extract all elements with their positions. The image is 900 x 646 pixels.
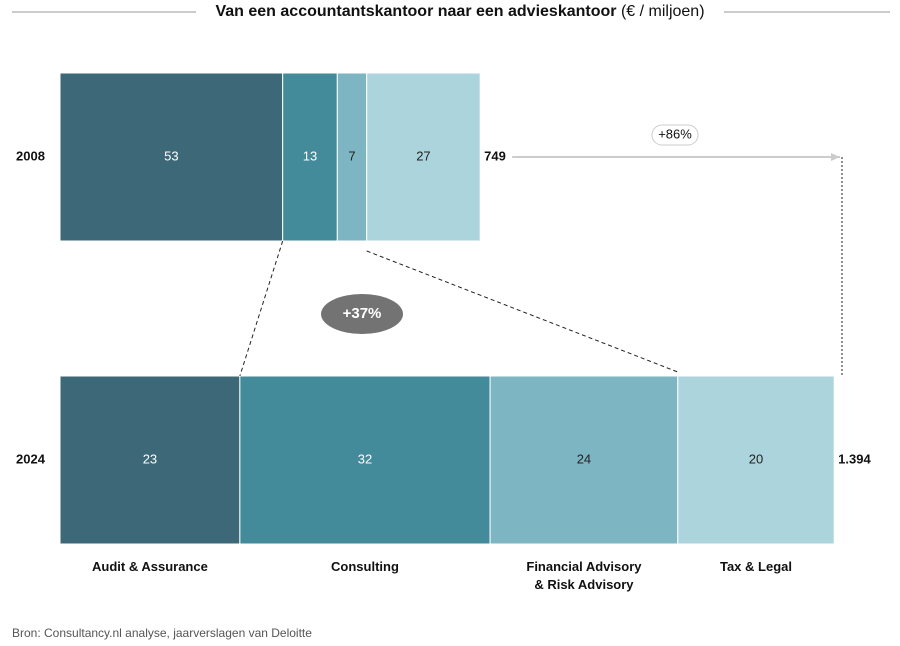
arrow-head (831, 153, 840, 161)
chart-title: Van een accountantskantoor naar een advi… (215, 3, 704, 20)
title-unit: (€ / miljoen) (621, 3, 705, 20)
annotation-pill (651, 124, 699, 146)
value-label: 20 (749, 451, 763, 466)
bar-segment (489, 375, 679, 545)
legend-line: Audit & Assurance (92, 559, 208, 574)
value-label: 13 (303, 148, 317, 163)
value-label: 24 (577, 451, 591, 466)
legend-label: Consulting (331, 559, 399, 574)
value-label: 32 (358, 451, 372, 466)
total-label: 1.394 (838, 451, 871, 466)
value-label: 7 (348, 148, 355, 163)
connector (366, 250, 678, 373)
bar-segment (677, 375, 835, 545)
bar-segment (59, 72, 284, 242)
bar-segment (366, 72, 481, 242)
value-label: 27 (416, 148, 430, 163)
legend-line: Tax & Legal (720, 559, 792, 574)
legend-label: Financial Advisory & Risk Advisory (526, 559, 642, 592)
legend-label: Audit & Assurance (92, 559, 208, 574)
bar-segment (239, 375, 491, 545)
legend-line: Consulting (331, 559, 399, 574)
annotation: +37% (343, 305, 382, 322)
annotation: +86% (658, 126, 692, 141)
bar-segment (336, 72, 368, 242)
source: Bron: Consultancy.nl analyse, jaarversla… (12, 626, 312, 640)
y-category-label: 2008 (16, 148, 45, 163)
y-category-label: 2024 (16, 451, 46, 466)
legend-line: Financial Advisory (526, 559, 642, 574)
legend-label: Tax & Legal (720, 559, 792, 574)
total-label: 749 (484, 148, 506, 163)
annotation-badge (321, 294, 403, 334)
connector (239, 240, 284, 377)
legend-line: & Risk Advisory (534, 577, 634, 592)
value-label: 23 (143, 451, 157, 466)
bar-segment (282, 72, 338, 242)
title-main: Van een accountantskantoor naar een advi… (215, 3, 616, 20)
value-label: 53 (164, 148, 178, 163)
